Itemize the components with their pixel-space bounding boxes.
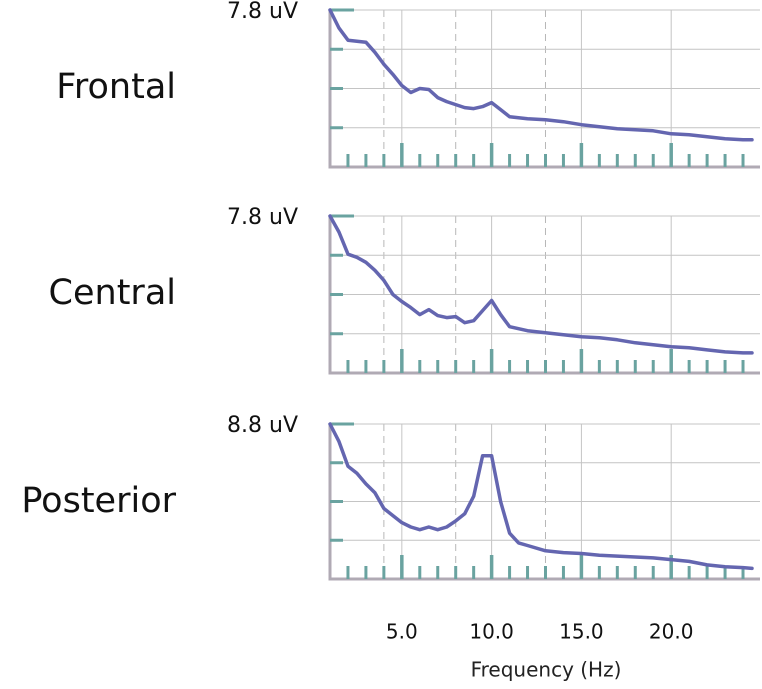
series-line-frontal bbox=[328, 8, 754, 142]
panel-frontal: Frontal 7.8 uV bbox=[56, 0, 760, 169]
y-max-label: 8.8 uV bbox=[227, 413, 298, 438]
x-axis-title: Frequency (Hz) bbox=[471, 658, 622, 682]
x-tick-label: 10.0 bbox=[469, 620, 514, 644]
panel-posterior: Posterior 8.8 uV bbox=[21, 413, 760, 581]
y-max-label: 7.8 uV bbox=[227, 205, 298, 230]
panel-central: Central 7.8 uV bbox=[49, 205, 760, 375]
region-label: Frontal bbox=[56, 67, 176, 107]
x-tick-label: 5.0 bbox=[386, 620, 418, 644]
x-tick-label: 15.0 bbox=[559, 620, 604, 644]
x-tick-label: 20.0 bbox=[649, 620, 694, 644]
region-label: Central bbox=[49, 273, 176, 313]
y-max-label: 7.8 uV bbox=[227, 0, 298, 24]
series-line-posterior bbox=[328, 422, 754, 571]
series-line-central bbox=[328, 214, 754, 355]
region-label: Posterior bbox=[21, 481, 176, 521]
